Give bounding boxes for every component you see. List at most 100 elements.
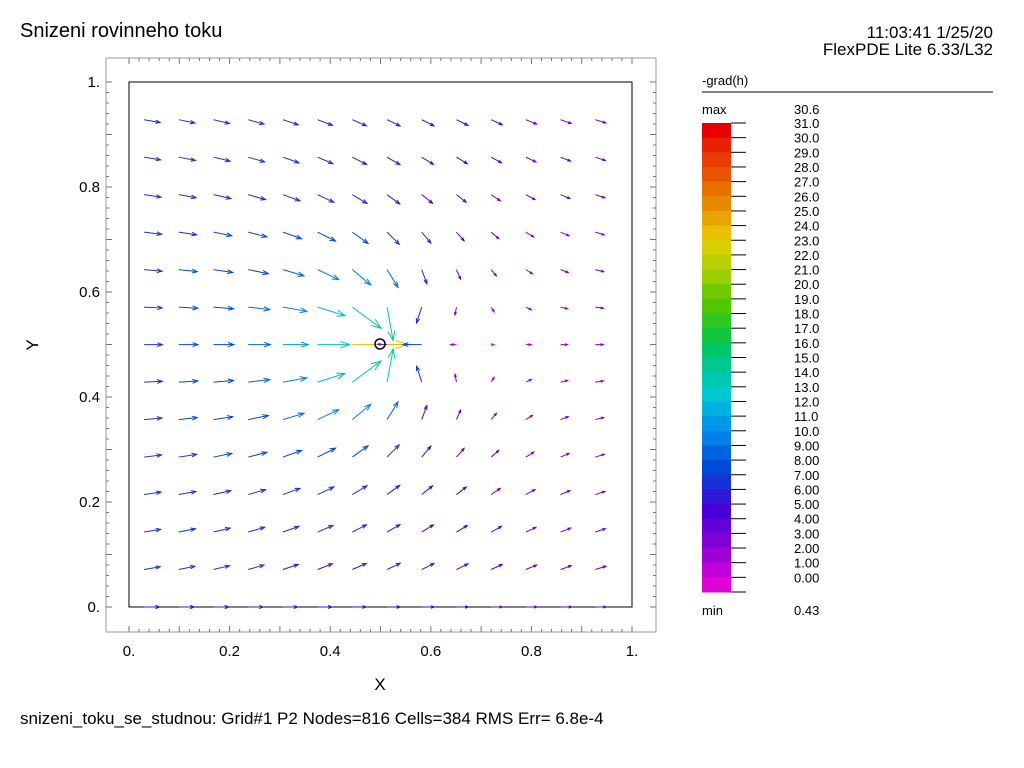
vector-arrow (178, 119, 197, 125)
vector-arrow (525, 231, 536, 238)
vector-arrow (560, 343, 570, 347)
vector-arrow (456, 447, 466, 458)
x-tick-label: 0.4 (320, 643, 341, 660)
vector-arrow (490, 119, 504, 126)
x-tick-label: 0.2 (219, 643, 240, 660)
vector-arrow (454, 372, 457, 383)
vector-arrow (248, 451, 269, 458)
vector-arrow (213, 231, 234, 238)
vector-arrow (282, 525, 301, 533)
vector-arrow (178, 305, 200, 311)
vector-arrow (144, 194, 163, 199)
vector-arrow (560, 605, 574, 609)
vector-arrow (178, 342, 200, 348)
vector-arrow (560, 119, 573, 125)
vector-arrow (144, 453, 164, 458)
legend-level-label: 6.00 (794, 482, 819, 497)
legend-level-label: 16.0 (794, 336, 819, 351)
vector-arrow (415, 364, 423, 383)
y-tick-label: 0.4 (79, 389, 100, 406)
legend-swatch (702, 210, 731, 227)
y-tick-label: 0.8 (79, 179, 100, 196)
vector-arrow (282, 194, 302, 202)
vector-arrow (401, 342, 422, 347)
vector-arrow (386, 400, 399, 420)
legend-level-label: 22.0 (794, 248, 819, 263)
x-tick-label: 1. (626, 643, 639, 660)
y-tick-labels: 0. 0.2 0.4 0.6 0.8 1. (79, 74, 100, 616)
y-tick-label: 1. (87, 74, 100, 91)
legend-level-label: 27.0 (794, 175, 819, 190)
vector-arrow (282, 269, 306, 277)
legend-level-label: 8.00 (794, 453, 819, 468)
vector-arrow (178, 156, 197, 162)
status-footer: snizeni_toku_se_studnou: Grid#1 P2 Nodes… (20, 709, 604, 728)
vector-arrow (595, 416, 606, 421)
vector-arrow (282, 449, 303, 458)
vector-arrow (421, 231, 432, 245)
legend-level-label: 21.0 (794, 263, 819, 278)
vector-arrow (213, 489, 233, 496)
vector-arrow (595, 490, 607, 496)
vector-arrow (213, 194, 233, 200)
vector-arrow (421, 524, 435, 533)
legend-level-label: 10.0 (794, 424, 819, 439)
legend-swatch (702, 357, 731, 373)
vector-arrow (525, 488, 537, 495)
vector-arrow (213, 119, 231, 125)
legend-swatch (702, 372, 731, 388)
legend-level-label: 28.0 (794, 160, 819, 175)
legend-swatch (702, 269, 731, 285)
vector-arrow (213, 156, 232, 163)
vector-arrow (525, 269, 534, 275)
vector-arrow (352, 306, 383, 330)
vector-arrow (352, 269, 372, 286)
vector-arrow (178, 268, 199, 274)
legend-swatch (702, 123, 731, 139)
vector-arrow (387, 605, 402, 609)
vector-arrow (456, 156, 469, 165)
vector-arrow (449, 343, 457, 347)
legend-level-label: 29.0 (794, 145, 819, 160)
vector-arrow (213, 415, 235, 421)
timestamp: 11:03:41 1/25/20 (866, 23, 993, 42)
legend-level-label: 15.0 (794, 351, 819, 366)
vector-arrow (352, 403, 372, 420)
vector-arrow (560, 306, 570, 310)
legend-level-label: 18.0 (794, 307, 819, 322)
vector-arrow (282, 119, 300, 126)
vector-arrow (144, 604, 162, 610)
vector-arrow (595, 343, 605, 347)
vector-arrow (144, 119, 162, 124)
legend-swatch (702, 518, 731, 534)
vector-arrow (490, 156, 503, 164)
legend-swatch (702, 166, 731, 183)
vector-arrow (352, 562, 368, 570)
legend-level-label: 30.0 (794, 131, 819, 146)
legend-swatch (702, 225, 731, 241)
vector-arrow (248, 306, 272, 312)
legend-swatch (702, 504, 731, 520)
vector-arrow (282, 563, 300, 570)
vector-arrow (213, 527, 232, 533)
vector-arrow (213, 342, 236, 348)
vector-arrow (421, 269, 428, 286)
vector-arrow (490, 231, 500, 240)
vector-arrow (248, 156, 267, 163)
vector-arrow (456, 231, 466, 242)
vector-arrow (421, 605, 436, 609)
vector-arrow (282, 231, 303, 240)
vector-arrow (178, 415, 199, 421)
vector-arrow (560, 452, 571, 458)
vector-arrow (352, 484, 369, 495)
legend-swatch (702, 284, 731, 300)
vector-arrow (456, 119, 470, 127)
vector-arrow (144, 231, 164, 236)
vector-arrow (595, 156, 607, 162)
vector-arrow (595, 379, 605, 383)
vector-arrow (386, 231, 401, 246)
vector-arrow (144, 379, 164, 384)
vector-arrow (248, 194, 268, 201)
vector-arrow (317, 372, 347, 383)
page-title: Snizeni rovinneho toku (20, 20, 223, 42)
